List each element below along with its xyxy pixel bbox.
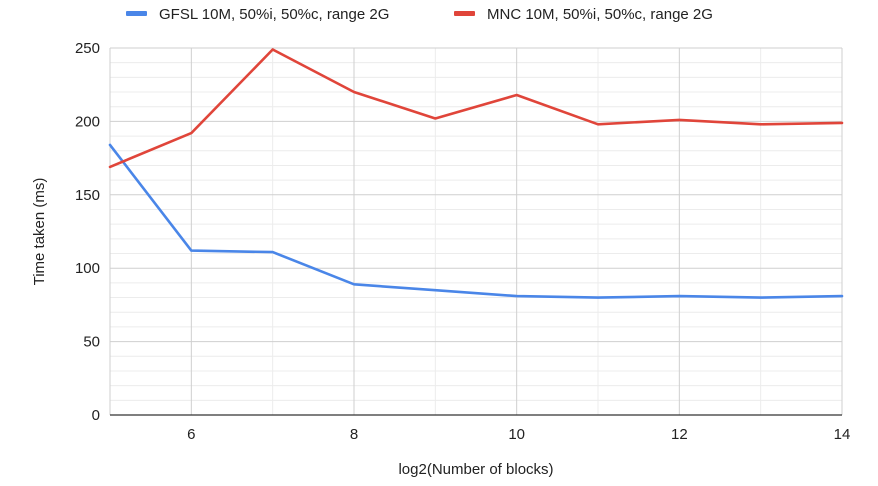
minor-gridlines <box>109 48 842 415</box>
series-line-1 <box>108 143 844 299</box>
y-axis-ticks: 0 50 100 150 200 250 <box>75 40 100 424</box>
legend-label-2: MNC 10M, 50%i, 50%c, range 2G <box>487 6 713 23</box>
y-tick-label: 200 <box>75 113 100 130</box>
legend-swatch-2 <box>454 11 475 16</box>
x-axis-title: log2(Number of blocks) <box>398 461 553 478</box>
legend-swatch-1 <box>126 11 147 16</box>
legend-label-1: GFSL 10M, 50%i, 50%c, range 2G <box>159 6 389 23</box>
y-tick-label: 250 <box>75 40 100 57</box>
y-tick-label: 0 <box>92 407 100 424</box>
series-line-2 <box>108 48 844 169</box>
y-tick-label: 50 <box>83 334 100 351</box>
series-lines <box>108 48 844 299</box>
x-tick-label: 14 <box>834 426 851 443</box>
y-axis-title: Time taken (ms) <box>31 178 48 286</box>
x-tick-label: 6 <box>187 426 195 443</box>
y-tick-label: 150 <box>75 187 100 204</box>
x-tick-label: 12 <box>671 426 688 443</box>
x-axis-ticks: 6 8 10 12 14 <box>187 426 850 443</box>
y-tick-label: 100 <box>75 260 100 277</box>
x-tick-label: 10 <box>508 426 525 443</box>
x-tick-label: 8 <box>350 426 358 443</box>
legend: GFSL 10M, 50%i, 50%c, range 2G MNC 10M, 5… <box>126 6 713 23</box>
